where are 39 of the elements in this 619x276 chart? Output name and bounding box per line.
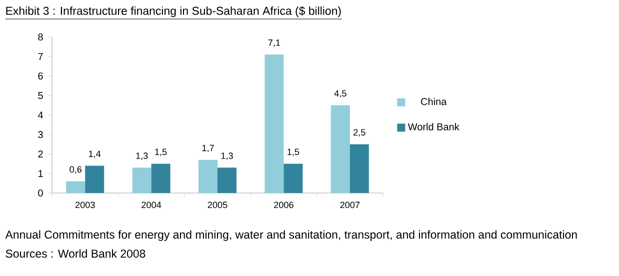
y-tick-label: 8	[38, 33, 43, 41]
legend-label: China	[421, 98, 447, 106]
data-label: 4,5	[334, 90, 346, 98]
x-tick-label: 2004	[142, 202, 162, 208]
x-tick-label: 2005	[208, 202, 228, 208]
data-label: 1,3	[136, 152, 148, 160]
data-label: 1,5	[288, 148, 300, 156]
legend-label: World Bank	[408, 123, 460, 130]
bar	[264, 54, 284, 193]
y-tick-label: 2	[38, 150, 43, 158]
y-tick-label: 6	[38, 72, 43, 80]
bar	[66, 181, 86, 193]
source-note: Sources : World Bank 2008	[6, 249, 146, 258]
x-tick-label: 2006	[274, 202, 294, 208]
data-label: 1,5	[155, 148, 167, 156]
x-tick-label: 2007	[340, 202, 360, 208]
bar	[284, 164, 303, 193]
bar	[330, 105, 350, 193]
y-tick-label: 1	[38, 170, 43, 177]
y-tick-label: 0	[38, 189, 43, 197]
bar	[85, 166, 104, 193]
bar	[132, 168, 152, 193]
bar	[151, 164, 170, 193]
x-tick-label: 2003	[75, 202, 95, 208]
chart-title: Exhibit 3 : Infrastructure financing in Sub-Saharan Africa ($ billion)	[6, 6, 341, 18]
y-tick-label: 5	[38, 92, 43, 100]
data-label: 0,6	[70, 166, 82, 174]
data-label: 2,5	[354, 129, 366, 137]
text: Annual Commitments for energy and mining, water and sanitation, transport, and information and communication	[5, 230, 577, 241]
y-tick-label: 3	[38, 130, 43, 138]
data-label: 7,1	[268, 40, 280, 47]
data-label: 1,3	[221, 152, 233, 160]
bar	[217, 168, 236, 193]
data-label: 1,4	[88, 150, 101, 158]
y-tick-label: 7	[38, 53, 43, 60]
bar	[198, 160, 218, 193]
y-tick-label: 4	[38, 112, 43, 118]
bar	[350, 144, 369, 193]
data-label: 1,7	[202, 144, 214, 152]
